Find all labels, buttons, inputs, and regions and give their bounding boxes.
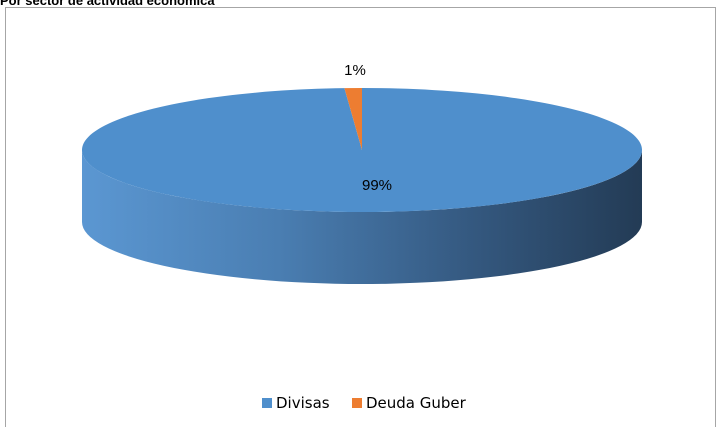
legend-swatch-deuda-guber (352, 398, 362, 408)
legend-label-divisas: Divisas (276, 394, 330, 412)
pie-slice-divisas (81, 88, 642, 213)
legend-label-deuda-guber: Deuda Guber (366, 394, 467, 412)
pie-side-wall (82, 150, 642, 284)
data-label-deuda-guber: 1% (344, 62, 366, 79)
page-title: Por sector de actividad económica (0, 0, 215, 8)
chart-legend: Divisas Deuda Guber (262, 394, 467, 412)
pie-slice-deuda-guber (344, 88, 362, 150)
legend-swatch-divisas (262, 398, 272, 408)
data-label-divisas: 99% (362, 177, 392, 194)
